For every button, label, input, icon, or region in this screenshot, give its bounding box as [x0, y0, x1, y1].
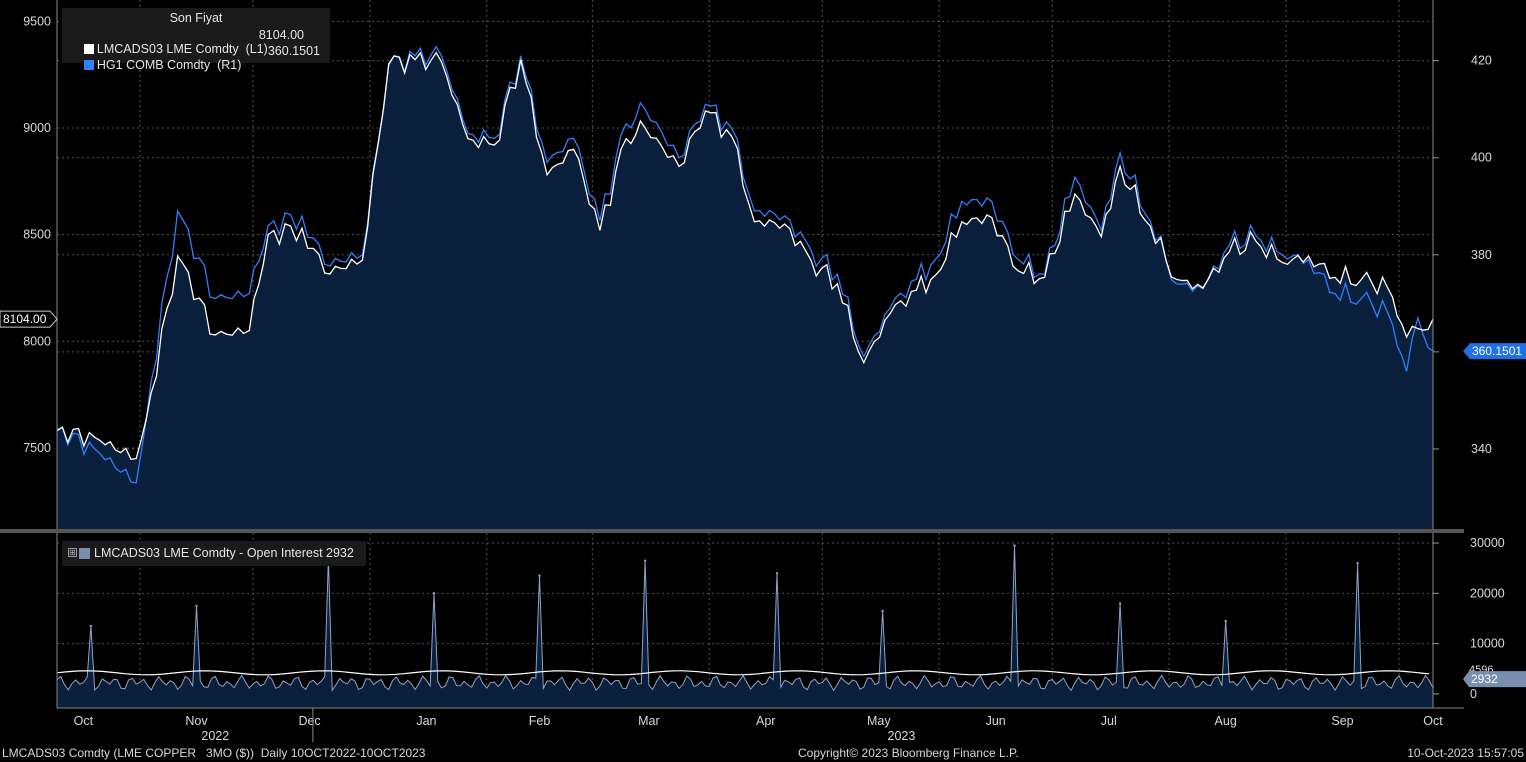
oi-plot: [56, 544, 1434, 708]
x-month-label: Mar: [638, 714, 660, 728]
x-month-label: May: [867, 714, 891, 728]
x-month-label: Jan: [416, 714, 436, 728]
oi-spike-point: [195, 604, 198, 608]
y-left-tick-label: 9500: [23, 14, 51, 28]
oi-spike-point: [643, 559, 647, 562]
x-year-label: 2023: [888, 729, 916, 743]
right-last-price-tag: [1463, 343, 1526, 360]
y-right-tick-label: 420: [1471, 54, 1492, 68]
x-month-label: Apr: [756, 714, 775, 728]
left-last-price-label: 8104.00: [3, 312, 47, 326]
legend-hg-label: HG1 COMB Comdty (R1): [96, 58, 242, 72]
oi-spike-point: [89, 624, 93, 628]
oi-last-tag: [1463, 671, 1526, 688]
y-left-tick-label: 9000: [23, 121, 51, 135]
main-legend[interactable]: Son Fiyat LMCADS03 LME Comdty (L1) 8104.0…: [62, 8, 330, 72]
expand-icon[interactable]: ⊞: [68, 548, 77, 557]
oi-spike-point: [538, 574, 541, 577]
oi-legend-label: LMCADS03 LME Comdty - Open Interest 2932: [94, 546, 354, 560]
footer-security: LMCADS03 Comdty (LME COPPER 3MO ($)) Dai…: [2, 746, 426, 760]
x-month-label: Feb: [529, 714, 551, 728]
lme-area-fill: [57, 52, 1433, 529]
oi-tick-label: 10000: [1470, 637, 1505, 651]
oi-spike-point: [775, 572, 779, 575]
right-last-price-label: 360.1501: [1472, 344, 1522, 358]
y-right-tick-label: 380: [1471, 248, 1492, 262]
oi-grid: [57, 533, 1433, 708]
footer-timestamp: 10-Oct-2023 15:57:05: [1407, 746, 1524, 760]
oi-tick-label: 30000: [1470, 536, 1505, 550]
oi-spike-point: [1356, 561, 1359, 565]
legend-lme-value: 8104.00: [258, 28, 304, 42]
y-left-tick-label: 8500: [23, 228, 51, 242]
y-right-tick-label: 400: [1471, 151, 1492, 165]
hg-swatch-icon: [83, 60, 94, 70]
legend-title: Son Fiyat: [169, 11, 223, 25]
legend-lme-label: LMCADS03 LME Comdty (L1): [96, 42, 268, 56]
lme-swatch-icon: [83, 44, 94, 54]
x-month-label: Nov: [185, 714, 208, 728]
oi-tick-label: 20000: [1470, 586, 1505, 600]
oi-spike-point: [1013, 544, 1016, 547]
x-month-label: Oct: [74, 714, 94, 728]
oi-avg-line: [56, 670, 1430, 676]
oi-last-tag-label: 2932: [1471, 672, 1498, 686]
x-month-label: Dec: [298, 714, 320, 728]
footer-copyright: Copyright© 2023 Bloomberg Finance L.P.: [798, 746, 1019, 760]
oi-tick-label: 0: [1470, 687, 1477, 701]
main-plot: [56, 45, 1434, 529]
x-month-label: Sep: [1331, 714, 1353, 728]
legend-item-lme[interactable]: LMCADS03 LME Comdty (L1) 8104.00: [70, 28, 324, 56]
x-year-label: 2022: [201, 729, 229, 743]
y-left-tick-label: 7500: [23, 441, 51, 455]
y-left-tick-label: 8000: [23, 334, 51, 348]
x-axis: Oct Nov Dec Jan Feb Mar Apr May Jun Jul Aug Sep Oct 2…: [57, 707, 1464, 743]
main-axes: 750080008500900095003403603804004208104.…: [0, 0, 1526, 529]
lme-series-line: [56, 51, 1434, 461]
oi-swatch-icon: [79, 548, 90, 559]
oi-spike-point: [1224, 619, 1227, 623]
pane-divider[interactable]: [0, 529, 1464, 533]
x-month-label: Oct: [1423, 714, 1443, 728]
oi-spike-point: [881, 609, 884, 613]
oi-spike-point: [1118, 602, 1122, 605]
x-month-label: Jun: [986, 714, 1006, 728]
x-month-label: Aug: [1215, 714, 1237, 728]
y-right-tick-label: 340: [1471, 442, 1492, 456]
oi-legend[interactable]: ⊞ LMCADS03 LME Comdty - Open Interest 29…: [62, 541, 366, 566]
oi-spike-point: [432, 592, 436, 595]
legend-item-hg[interactable]: HG1 COMB Comdty (R1) 360.1501: [70, 44, 324, 72]
legend-hg-value: 360.1501: [267, 44, 320, 58]
oi-series-line: [56, 545, 1434, 692]
left-last-price-tag: [0, 310, 58, 328]
x-month-label: Jul: [1101, 714, 1117, 728]
oi-area-fill: [57, 545, 1433, 708]
